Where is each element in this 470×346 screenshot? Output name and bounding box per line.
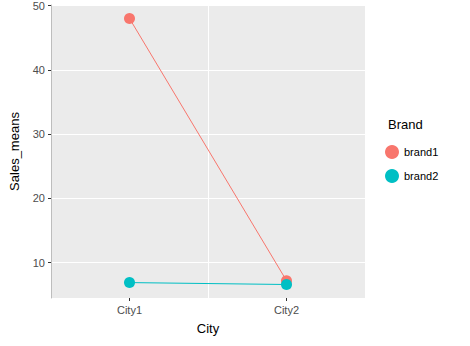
svg-text:40: 40 [33, 64, 45, 76]
svg-text:brand2: brand2 [404, 170, 438, 182]
svg-text:30: 30 [33, 128, 45, 140]
svg-text:brand1: brand1 [404, 146, 438, 158]
svg-text:Brand: Brand [388, 117, 423, 132]
svg-text:10: 10 [33, 257, 45, 269]
svg-text:50: 50 [33, 0, 45, 12]
svg-text:20: 20 [33, 192, 45, 204]
svg-text:Sales_means: Sales_means [7, 112, 22, 191]
svg-text:City: City [197, 321, 220, 336]
svg-text:City2: City2 [274, 304, 299, 316]
svg-text:City1: City1 [117, 304, 142, 316]
